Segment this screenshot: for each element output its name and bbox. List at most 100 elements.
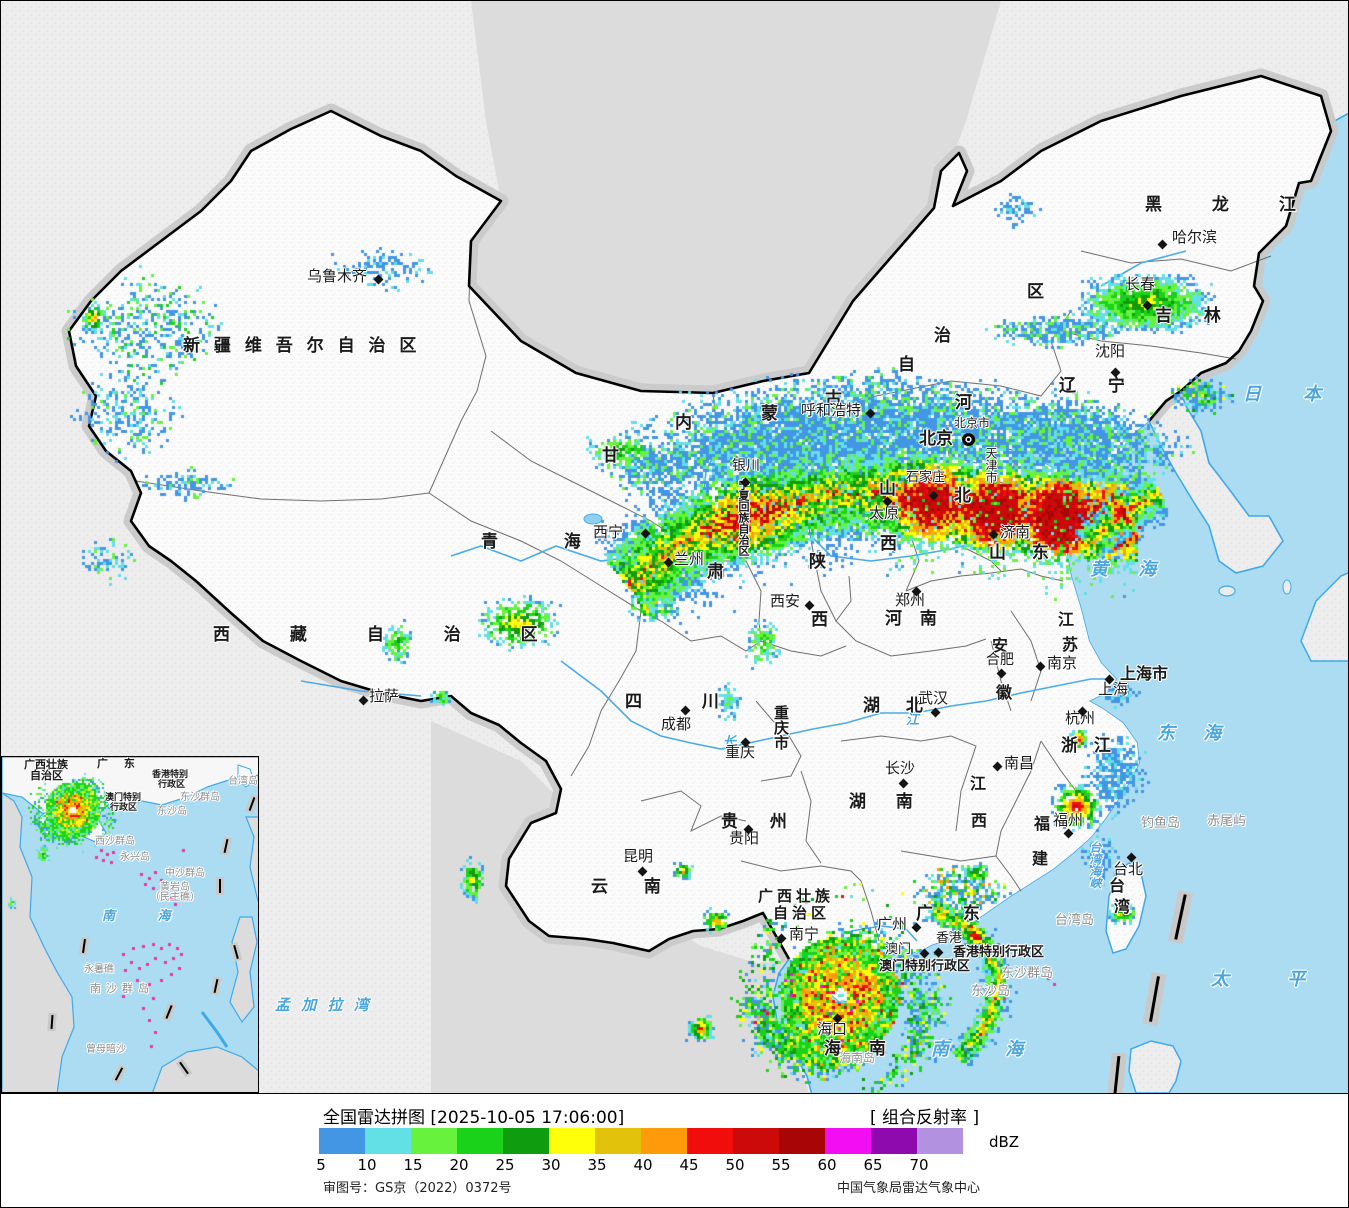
dbz-color-segment: [779, 1128, 825, 1154]
sea-label: 黄 海: [1090, 559, 1169, 580]
city-marker-icon: [358, 695, 369, 706]
city-label: 广州: [877, 915, 908, 933]
island-label: 钓鱼岛: [1141, 816, 1181, 831]
province-label: 广西壮族: [758, 887, 835, 905]
province-label: 区: [1027, 282, 1044, 302]
dbz-tick-label: 15: [403, 1156, 423, 1174]
province-label: 辽 宁: [1059, 376, 1138, 396]
city-label: 澳门: [885, 942, 912, 957]
city-label: 上海市: [1120, 664, 1169, 683]
city-label: 石家庄: [906, 470, 946, 485]
capital-marker-icon: [962, 433, 975, 446]
dbz-tick-label: 70: [909, 1156, 929, 1174]
province-label: 青 海: [481, 532, 611, 552]
province-label: 甘: [602, 446, 619, 466]
province-label: 四 川: [625, 692, 746, 712]
province-label: 河: [955, 393, 972, 413]
city-label: 拉萨: [369, 687, 400, 705]
island-label: 永暑礁: [84, 964, 114, 975]
city-marker-icon: [898, 778, 909, 789]
province-label: 北: [954, 486, 971, 506]
dbz-color-segment: [687, 1128, 733, 1154]
sar-label: 行政区: [110, 803, 138, 813]
city-marker-icon: [776, 933, 787, 944]
dbz-tick-label: 5: [316, 1156, 326, 1174]
province-label: 内: [675, 413, 692, 433]
city-label: 武汉: [918, 689, 949, 707]
province-label: 湖 北: [863, 696, 933, 716]
city-label: 哈尔滨: [1172, 228, 1218, 246]
dbz-color-segment: [825, 1128, 871, 1154]
city-marker-icon: [640, 528, 651, 539]
city-label: 上海: [1098, 680, 1129, 698]
island-label: 赤尾屿: [1207, 814, 1247, 829]
city-marker-icon: [1142, 300, 1153, 311]
sar-label: 澳门特别行政区: [879, 959, 971, 974]
sea-label: 孟 加 拉 湾: [275, 996, 372, 1014]
island-label: 东沙岛: [971, 984, 1011, 999]
island-label: 东沙群岛: [180, 792, 220, 803]
province-label: 徽: [996, 683, 1013, 702]
sea-label: 南 海: [931, 1039, 1049, 1060]
city-label: 成都: [661, 715, 692, 733]
dbz-color-segment: [411, 1128, 457, 1154]
boundary-dash-icon: [47, 1012, 57, 1032]
city-label: 海口: [817, 1020, 848, 1038]
city-label: 香港: [936, 931, 963, 946]
city-label: 兰州: [674, 550, 705, 568]
dbz-tick-label: 50: [725, 1156, 745, 1174]
city-label: 郑州: [895, 591, 926, 609]
city-label: 贵阳: [729, 829, 760, 847]
province-label: 西 藏 自 治 区: [213, 625, 565, 645]
dbz-colorbar: [319, 1128, 963, 1154]
sea-label: 太 平 洋: [1211, 969, 1348, 990]
province-label: 安: [992, 636, 1009, 655]
agency-credit: 中国气象局雷达气象中心: [837, 1181, 981, 1196]
island-label: 东沙群岛: [1001, 966, 1054, 981]
boundary-dash-icon: [216, 877, 224, 895]
province-label: 云 南: [591, 877, 676, 897]
city-label: 重庆: [725, 743, 756, 761]
city-marker-icon: [996, 668, 1007, 679]
province-label: 广 东: [97, 757, 141, 770]
dbz-color-segment: [595, 1128, 641, 1154]
city-label: 北京: [919, 429, 953, 449]
dbz-color-segment: [641, 1128, 687, 1154]
province-label: 古: [825, 389, 842, 409]
dbz-color-segment: [319, 1128, 365, 1154]
city-label: 台北: [1113, 860, 1144, 878]
dbz-unit-label: dBZ: [989, 1133, 1020, 1151]
sar-label: 澳门特别: [105, 793, 142, 803]
dbz-color-segment: [365, 1128, 411, 1154]
province-label: 重庆市: [772, 705, 790, 750]
province-label: 西: [880, 534, 897, 554]
dbz-tick-label: 35: [587, 1156, 607, 1174]
city-label: 长沙: [885, 759, 916, 777]
province-label: 西: [971, 811, 988, 830]
island-label: 永兴岛: [120, 852, 150, 863]
dbz-tick-label: 55: [771, 1156, 791, 1174]
dbz-tick-label: 65: [863, 1156, 883, 1174]
city-marker-icon: [865, 408, 876, 419]
island-label: 台湾岛: [1055, 913, 1095, 928]
city-label-small: 北京市: [954, 416, 991, 430]
city-marker-icon: [933, 947, 944, 958]
boundary-dash-icon: [1167, 890, 1194, 944]
product-label: [ 组合反射率 ]: [870, 1108, 980, 1128]
city-label: 西宁: [593, 523, 624, 541]
city-marker-icon: [637, 866, 648, 877]
boundary-dash-icon: [1106, 1052, 1127, 1093]
island-label: 海南岛: [839, 1051, 876, 1065]
province-label: 贵 州: [721, 812, 800, 832]
legend-panel: 全国雷达拼图 [2025-10-05 17:06:00] [ 组合反射率 ] d…: [1, 1094, 1348, 1207]
inset-radar-canvas: [2, 757, 258, 1092]
city-label-small: 天津市: [984, 447, 998, 483]
dbz-tick-label: 10: [357, 1156, 377, 1174]
city-label: 福州: [1053, 811, 1084, 829]
province-label: 海 南: [824, 1039, 897, 1059]
city-label: 杭州: [1065, 709, 1096, 727]
sea-label: 日 本 海: [1243, 384, 1348, 405]
province-label: 肃: [707, 562, 724, 582]
province-label: 浙 江: [1061, 736, 1116, 756]
